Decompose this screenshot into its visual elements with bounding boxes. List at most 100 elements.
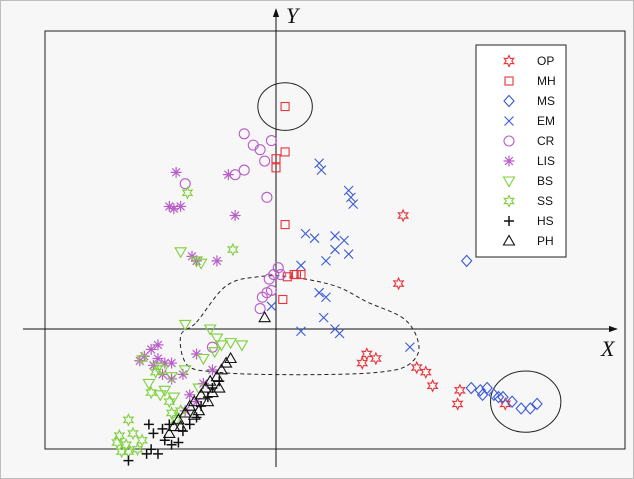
- point-lis-11: [145, 343, 157, 355]
- legend-entry-ss: SS: [503, 194, 553, 208]
- point-op-11: [451, 397, 464, 411]
- point-op-4: [369, 351, 382, 366]
- point-ph-1: [258, 311, 272, 323]
- legend: OP MH MS EM CR LIS BS SS HS PH: [475, 44, 567, 258]
- series-cr: [179, 128, 287, 353]
- point-lis-2: [222, 169, 234, 181]
- point-em-11: [321, 256, 331, 266]
- highlight-ellipse-2: [490, 370, 562, 433]
- point-ms-10: [531, 397, 543, 411]
- point-ph-15: [174, 420, 188, 432]
- point-cr-2: [247, 139, 259, 151]
- legend-label-ph: PH: [537, 234, 554, 248]
- legend-marker-ms: [503, 94, 515, 108]
- point-cr-12: [263, 273, 275, 285]
- legend-marker-hs: [504, 216, 514, 226]
- point-hs-6: [173, 437, 184, 448]
- point-ms-1: [460, 254, 473, 268]
- point-em-18: [296, 326, 306, 337]
- point-mh-6: [282, 272, 292, 282]
- point-ss-11: [113, 428, 126, 443]
- point-mh-1: [280, 101, 290, 112]
- point-cr-3: [265, 135, 278, 147]
- point-lis-22: [191, 396, 203, 408]
- point-ss-5: [145, 385, 158, 400]
- point-ph-7: [194, 388, 208, 400]
- point-lis-18: [177, 368, 189, 380]
- highlight-ellipse-1: [257, 82, 313, 131]
- legend-label-cr: CR: [537, 134, 555, 148]
- point-op-9: [453, 383, 466, 398]
- point-em-14: [314, 287, 325, 298]
- point-ph-18: [201, 395, 215, 407]
- point-ph-2: [167, 420, 181, 432]
- point-bs-14: [165, 372, 179, 384]
- point-bs-10: [196, 353, 210, 366]
- legend-marker-cr: [503, 135, 515, 147]
- point-mh-2: [271, 154, 281, 164]
- legend-marker-ss: [503, 194, 515, 208]
- point-cr-1: [238, 128, 250, 140]
- point-bs-19: [167, 392, 181, 404]
- point-mh-4: [271, 163, 281, 173]
- point-lis-26: [191, 348, 203, 360]
- legend-entry-mh: MH: [504, 74, 556, 88]
- series-em: [266, 158, 415, 353]
- point-ph-14: [162, 426, 176, 438]
- point-ss-13: [120, 437, 133, 452]
- annotation-layer: [179, 82, 562, 433]
- point-op-6: [410, 360, 423, 375]
- point-em-7: [309, 233, 320, 244]
- point-bs-2: [190, 256, 204, 268]
- series-ss: [111, 185, 239, 459]
- legend-entry-ms: MS: [503, 94, 555, 108]
- point-mh-5: [280, 220, 290, 230]
- dashed-region-outline: [179, 275, 420, 376]
- point-hs-3: [157, 423, 168, 434]
- legend-entry-bs: BS: [502, 174, 553, 188]
- point-ph-6: [187, 395, 201, 407]
- data-marks: [111, 101, 543, 466]
- point-ms-9: [524, 402, 536, 415]
- point-em-10: [330, 244, 340, 255]
- point-em-15: [266, 301, 277, 312]
- legend-marker-bs: [502, 176, 516, 188]
- point-bs-8: [224, 338, 238, 350]
- point-hs-8: [152, 448, 163, 459]
- point-hs-2: [148, 428, 159, 439]
- point-cr-4: [254, 144, 266, 156]
- point-ss-2: [226, 242, 239, 257]
- point-lis-5: [175, 200, 187, 212]
- point-op-1: [397, 208, 410, 223]
- point-mh-10: [278, 294, 288, 305]
- point-lis-1: [170, 166, 182, 178]
- series-ph: [162, 311, 272, 438]
- point-em-6: [300, 228, 311, 239]
- point-cr-6: [238, 164, 250, 176]
- point-lis-24: [152, 353, 164, 365]
- series-lis: [134, 166, 241, 417]
- point-hs-16: [141, 448, 152, 459]
- point-ms-8: [515, 402, 527, 415]
- legend-marker-lis: [503, 155, 515, 167]
- point-lis-3: [163, 200, 175, 212]
- point-cr-8: [179, 178, 191, 190]
- point-mh-8: [289, 269, 299, 280]
- point-ms-3: [474, 383, 487, 397]
- point-bs-4: [178, 319, 192, 332]
- point-hs-7: [146, 444, 157, 455]
- point-lis-9: [211, 255, 223, 267]
- point-em-2: [316, 165, 327, 175]
- point-lis-4: [168, 203, 180, 215]
- point-op-8: [426, 378, 439, 393]
- point-cr-15: [256, 291, 268, 303]
- point-lis-15: [159, 357, 171, 369]
- plot-box: [44, 30, 626, 450]
- point-em-20: [405, 342, 415, 353]
- point-lis-17: [166, 373, 178, 385]
- point-op-2: [392, 276, 405, 291]
- point-ms-7: [506, 395, 518, 408]
- legend-entry-cr: CR: [503, 134, 555, 148]
- point-ph-3: [171, 413, 185, 425]
- legend-label-ss: SS: [537, 194, 553, 208]
